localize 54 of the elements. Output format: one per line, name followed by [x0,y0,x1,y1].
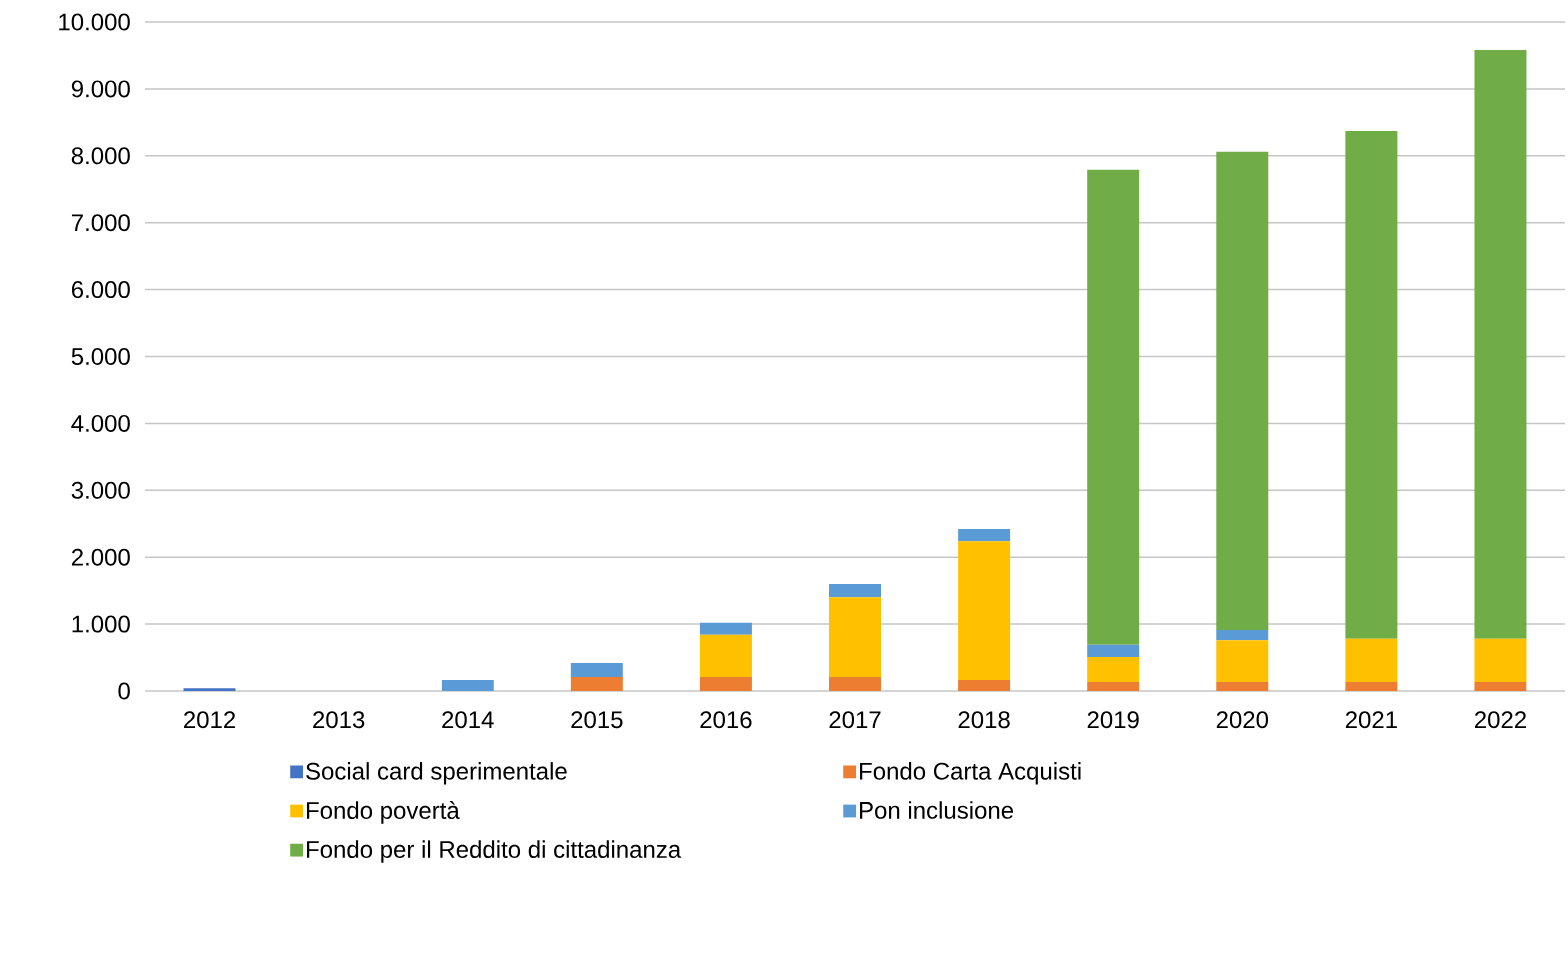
bar [829,597,882,677]
y-tick-label: 8.000 [71,147,130,165]
bar [183,688,236,691]
bar [1216,681,1269,691]
y-tick-label: 3.000 [71,481,130,499]
x-tick-label: 2014 [442,711,494,729]
bar [699,622,752,635]
bar [1216,640,1269,682]
bar [1345,681,1398,691]
y-tick-label: 9.000 [71,80,130,98]
bar [958,529,1011,542]
bar [570,676,623,691]
bar [1216,151,1269,631]
legend-label: Pon inclusione [860,801,1014,819]
x-tick-label: 2019 [1087,711,1139,729]
legend-label: Fondo Carta Acquisti [860,762,1081,785]
y-tick-label: 10.000 [59,13,130,31]
bar [1087,644,1140,657]
bar [829,583,882,598]
bar [1087,681,1140,691]
bar [958,679,1011,691]
x-tick-label: 2013 [313,711,365,729]
bar [441,679,494,691]
x-tick-label: 2021 [1345,711,1397,729]
bar [1216,630,1269,641]
x-tick-label: 2016 [700,711,752,729]
x-tick-label: 2020 [1216,711,1269,729]
x-tick-label: 2017 [829,711,881,729]
y-tick-label: 6.000 [71,281,130,299]
bar [1345,638,1398,682]
y-tick-label: 4.000 [71,414,130,432]
bar [1474,681,1527,691]
x-tick-label: 2018 [958,711,1010,729]
bar [958,541,1011,680]
bar [1087,656,1140,682]
bar [1474,50,1527,639]
bar [570,662,623,677]
x-tick-label: 2012 [184,711,236,729]
x-tick-label: 2022 [1474,711,1526,729]
y-tick-label: 0 [118,682,130,700]
bar [699,634,752,677]
bar [699,676,752,691]
y-tick-label: 5.000 [71,348,130,365]
bar [1345,131,1398,639]
y-tick-label: 1.000 [72,615,130,633]
bar [1087,169,1140,645]
legend-label: Fondo per il Reddito di cittadinanza [306,840,682,863]
bar [1474,638,1527,682]
legend-label: Social card sperimentale [306,762,567,785]
legend-label: Fondo povertà [306,801,460,824]
y-tick-label: 2.000 [71,548,130,566]
bar [829,676,882,691]
x-tick-label: 2015 [571,711,623,729]
y-tick-label: 7.000 [71,214,130,232]
